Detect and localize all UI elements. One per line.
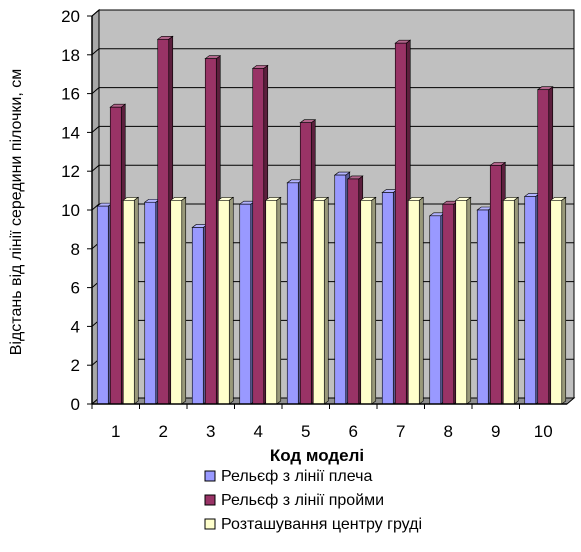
legend-label: Розташування центру груді [221,516,422,533]
legend-swatch [204,470,216,482]
y-tick-label: 6 [71,279,80,298]
bar-front [96,205,109,405]
bar-front [394,42,407,405]
bar-front [360,200,373,405]
x-tick-label: 9 [491,422,500,441]
bar-side [323,196,329,405]
y-axis-label: Відстань від лінії середини пілочки, см [8,69,25,356]
legend-item-3: Розташування центру груді [204,516,422,533]
bar-side [181,196,187,405]
bar-3-6 [359,196,377,405]
bar-3-7 [407,196,425,405]
gridline [91,87,574,94]
x-tick-label: 1 [111,422,120,441]
bar-3-1 [122,196,140,405]
y-tick-label: 20 [61,7,80,26]
bar-front [122,200,135,405]
bar-side [276,196,282,405]
gridline [91,164,574,172]
legend-item-2: Рельєф з лінії пройми [204,492,384,509]
bar-side [513,196,519,405]
gridline [91,125,574,133]
bar-front [170,200,183,405]
bar-side [371,196,377,405]
y-tick-label: 12 [61,162,80,181]
x-axis-label: Код моделі [270,446,364,465]
bars [96,35,567,405]
bar-3-9 [502,196,520,405]
y-tick-labels: 0 2 4 6 8 10 12 14 16 18 20 [61,7,80,414]
bar-3-10 [549,196,567,405]
bar-2-9 [489,161,507,405]
axes [87,15,567,409]
bar-side [133,196,139,405]
bar-3-2 [169,196,187,405]
bar-front [407,200,420,405]
bar-front [550,200,563,405]
bar-front [429,215,442,405]
x-tick-label: 3 [206,422,215,441]
bar-side [418,196,424,405]
bar-front [347,178,360,405]
legend-item-1: Рельєф з лінії плеча [204,468,372,485]
bar-front [144,201,157,405]
bar-front [312,200,325,405]
bar-3-4 [264,196,282,405]
bar-front [442,203,455,405]
bar-front [334,174,347,405]
bar-3-3 [217,196,235,405]
bar-front [286,182,299,405]
bar-front [204,58,217,405]
bar-front [157,38,170,405]
bar-front [524,196,537,405]
bar-front [381,192,394,405]
bar-front [109,106,122,405]
bar-front [489,165,502,405]
gridline [91,48,574,56]
y-tick-label: 16 [61,85,80,104]
bar-front [191,227,204,405]
y-tick-label: 8 [71,240,80,259]
y-tick-label: 2 [71,356,80,375]
y-tick-label: 14 [61,123,80,142]
y-tick-label: 18 [61,46,80,65]
bar-front [217,200,230,405]
x-tick-label: 2 [159,422,168,441]
gridline [91,9,574,17]
x-tick-label: 7 [396,422,405,441]
y-tick-label: 4 [71,317,80,336]
legend-swatch [204,518,216,530]
bar-side [228,196,234,405]
bar-front [502,200,515,405]
bar-front [239,203,252,405]
x-tick-label: 8 [444,422,453,441]
y-tick-label: 0 [71,395,80,414]
bar-side [561,196,567,405]
bar-front [299,122,312,405]
bar-front [476,209,489,405]
x-tick-label: 6 [349,422,358,441]
legend-label: Рельєф з лінії плеча [221,468,372,485]
x-tick-label: 10 [534,422,553,441]
legend: Рельєф з лінії плеча Рельєф з лінії пройм… [204,468,422,533]
bar-front [265,200,278,405]
bar-side [466,196,472,405]
bar-3-8 [454,196,472,405]
x-tick-label: 4 [254,422,263,441]
legend-swatch [204,494,216,506]
bar-front [252,68,265,405]
x-tick-label: 5 [301,422,310,441]
x-tick-labels: 1 2 3 4 5 6 7 8 9 10 [111,422,553,441]
bar-3-5 [312,196,330,405]
y-tick-label: 10 [61,201,80,220]
bar-front [455,200,468,405]
bar-front [537,89,550,405]
legend-label: Рельєф з лінії пройми [221,492,384,509]
